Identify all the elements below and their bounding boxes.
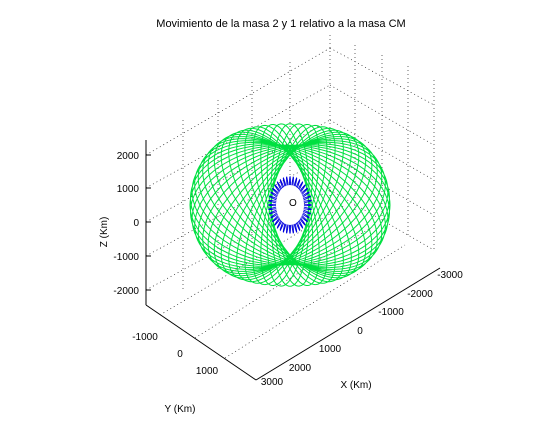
series-green-orbit xyxy=(189,123,391,287)
y-axis-ticks: -1000 0 1000 xyxy=(132,332,218,377)
grid-line xyxy=(194,224,376,339)
x-tick-label: -3000 xyxy=(437,270,463,281)
y-tick-label: 1000 xyxy=(196,366,219,377)
center-hole xyxy=(276,185,304,225)
grid-line xyxy=(329,119,435,181)
chart-title: Movimiento de la masa 2 y 1 relativo a l… xyxy=(156,18,405,30)
orbit-path xyxy=(189,123,391,287)
x-axis-ticks: -3000 -2000-1000 0 1000 2000 3000 xyxy=(261,270,463,388)
x-tick-label: -2000 xyxy=(407,289,433,300)
grid-line xyxy=(145,189,331,291)
z-axis-label: Z (Km) xyxy=(99,217,110,248)
x-axis-label: X (Km) xyxy=(340,380,371,391)
z-tick-label: -2000 xyxy=(113,286,139,297)
y-tick-label: 0 xyxy=(177,349,183,360)
center-marker: O xyxy=(289,198,297,209)
z-axis-ticks: 2000 1000 0 -1000 -2000 xyxy=(113,151,151,297)
grid-line xyxy=(145,154,331,257)
y-tick-label: -1000 xyxy=(132,332,158,343)
x-tick-label: 2000 xyxy=(289,363,312,374)
x-tick-label: 1000 xyxy=(319,344,342,355)
grid-line xyxy=(329,154,435,216)
x-tick-label: -1000 xyxy=(378,307,404,318)
grid-line xyxy=(329,84,435,146)
center-marker-label: O xyxy=(289,198,297,209)
z-tick-label: 2000 xyxy=(117,151,140,162)
z-tick-label: 0 xyxy=(133,218,139,229)
grid-line xyxy=(329,189,435,251)
x-tick-label: 0 xyxy=(357,326,363,337)
z-tick-label: -1000 xyxy=(113,252,139,263)
y-axis-label: Y (Km) xyxy=(165,404,196,415)
grid-line xyxy=(329,47,435,106)
x-tick-label: 3000 xyxy=(261,377,284,388)
y-axis-line xyxy=(145,304,257,381)
series-blue-orbit xyxy=(267,176,312,234)
x-axis-line xyxy=(255,267,441,381)
z-tick-label: 1000 xyxy=(117,184,140,195)
